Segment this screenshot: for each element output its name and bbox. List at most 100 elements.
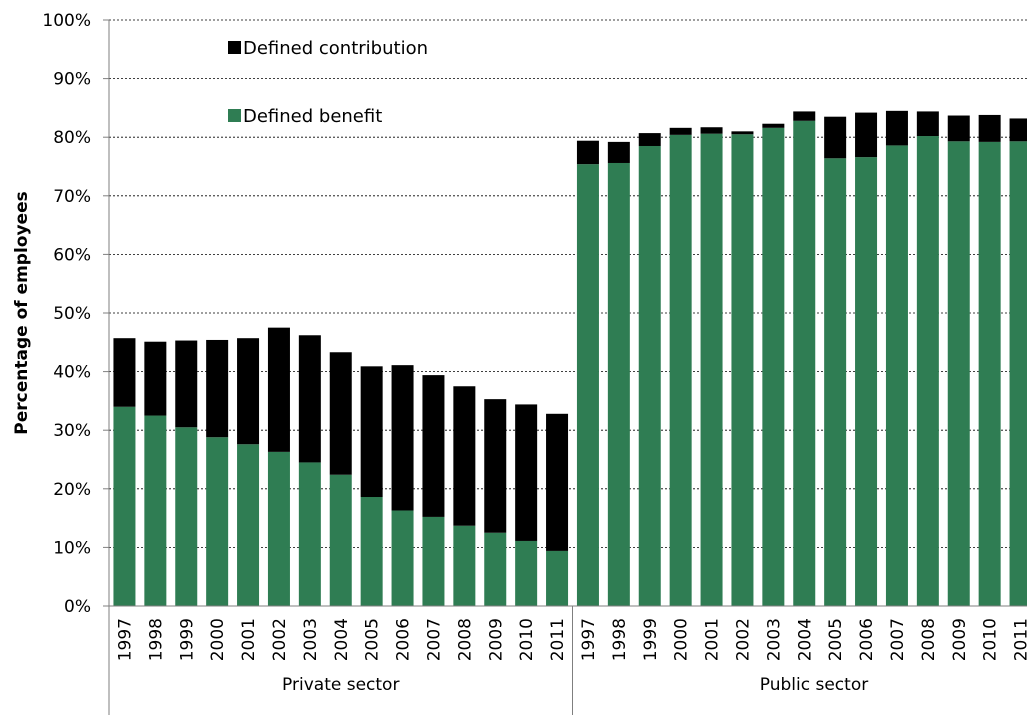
x-tick-label: 2010: [981, 618, 1001, 661]
x-tick-label: 1998: [610, 618, 630, 661]
bar-defined-contribution-public-2008: [916, 111, 939, 137]
x-tick-labels: 1997 1998 1999 2000 2001 2002 2003 2004 2005 2006…: [115, 618, 1027, 661]
bar-defined-contribution-private-2003: [298, 335, 321, 463]
bar-defined-contribution-private-2005: [360, 366, 383, 498]
x-tick-label: 2009: [950, 618, 970, 661]
bar-defined-benefit-private-1998: [144, 415, 167, 606]
x-tick-label: 1997: [115, 618, 135, 661]
bar-defined-benefit-public-2003: [762, 127, 785, 606]
y-axis-label: Percentage of employees: [12, 191, 32, 434]
y-tick-label: 0%: [64, 597, 91, 617]
axes: [108, 20, 1027, 715]
y-tick-label: 80%: [53, 128, 91, 148]
y-tick-label: 70%: [53, 187, 91, 207]
y-tick-label: 100%: [42, 11, 91, 31]
bar-defined-contribution-public-2007: [885, 110, 908, 146]
bar-defined-benefit-public-1997: [576, 164, 599, 606]
bar-defined-benefit-private-2005: [360, 497, 383, 606]
bar-defined-benefit-private-2008: [453, 525, 476, 606]
bar-defined-contribution-public-1997: [576, 140, 599, 165]
bar-defined-benefit-public-2008: [916, 136, 939, 606]
bar-defined-benefit-public-2009: [947, 141, 970, 606]
x-tick-label: 1998: [146, 618, 166, 661]
bar-defined-contribution-private-2010: [515, 404, 538, 541]
bar-defined-benefit-private-1999: [175, 427, 198, 606]
x-tick-label: 2003: [764, 618, 784, 661]
x-tick-label: 2006: [857, 618, 877, 661]
bar-defined-benefit-private-2004: [329, 474, 352, 606]
x-tick-label: 2008: [919, 618, 939, 661]
legend-swatch-defined-contribution: [228, 41, 241, 54]
bar-defined-contribution-private-1999: [175, 340, 198, 428]
y-tick-label: 40%: [53, 363, 91, 383]
bar-defined-benefit-private-2010: [515, 540, 538, 606]
y-tick-label: 60%: [53, 245, 91, 265]
legend: Defined contribution Defined benefit: [228, 38, 428, 127]
bar-defined-benefit-private-1997: [113, 406, 136, 606]
group-label-private-sector: Private sector: [282, 675, 399, 695]
bar-defined-benefit-public-2010: [978, 141, 1001, 606]
bar-defined-contribution-private-2000: [206, 339, 229, 438]
bar-defined-contribution-private-2008: [453, 386, 476, 526]
bar-defined-contribution-public-2002: [731, 131, 754, 135]
bar-defined-benefit-public-1998: [607, 162, 630, 606]
bar-defined-contribution-private-2006: [391, 365, 414, 511]
bar-defined-contribution-private-2009: [484, 399, 507, 533]
bar-defined-benefit-private-2006: [391, 510, 414, 606]
y-tick-label: 10%: [53, 538, 91, 558]
bar-defined-contribution-public-2009: [947, 115, 970, 142]
bar-defined-contribution-private-2007: [422, 375, 445, 517]
x-tick-label: 2000: [208, 618, 228, 661]
x-tick-label: 2001: [703, 618, 723, 661]
y-tick-label: 30%: [53, 421, 91, 441]
x-tick-label: 2008: [455, 618, 475, 661]
x-tick-label: 2009: [486, 618, 506, 661]
bar-defined-benefit-public-1999: [638, 145, 661, 607]
bar-defined-contribution-private-2004: [329, 352, 352, 475]
x-tick-label: 2000: [672, 618, 692, 661]
y-tick-label: 90%: [53, 70, 91, 90]
bar-defined-contribution-public-2010: [978, 114, 1001, 142]
group-label-public-sector: Public sector: [760, 675, 868, 695]
bar-defined-benefit-public-2000: [669, 134, 692, 606]
x-tick-label: 2001: [239, 618, 259, 661]
legend-label-defined-benefit: Defined benefit: [243, 106, 382, 127]
bar-defined-benefit-private-2002: [267, 451, 290, 606]
x-tick-label: 1999: [177, 618, 197, 661]
x-tick-label: 2003: [301, 618, 321, 661]
x-tick-label: 2007: [888, 618, 908, 661]
bar-defined-contribution-private-1997: [113, 338, 136, 407]
bar-defined-benefit-public-2005: [824, 158, 847, 606]
x-tick-label: 2011: [548, 618, 568, 661]
group-labels: Private sector Public sector: [282, 675, 868, 695]
bar-defined-contribution-public-2001: [700, 127, 723, 134]
bar-defined-benefit-public-2001: [700, 133, 723, 606]
x-tick-label: 2011: [1012, 618, 1027, 661]
bar-defined-contribution-public-2006: [855, 112, 878, 158]
bar-defined-benefit-private-2000: [206, 437, 229, 606]
bar-defined-contribution-public-1999: [638, 133, 661, 146]
y-tick-label: 50%: [53, 304, 91, 324]
y-tick-labels: 0% 10% 20% 30% 40% 50% 60% 70% 80% 90% 100%: [42, 11, 91, 617]
bar-defined-benefit-public-2006: [855, 157, 878, 606]
bar-defined-benefit-public-2002: [731, 134, 754, 606]
legend-swatch-defined-benefit: [228, 109, 241, 122]
x-tick-label: 2010: [517, 618, 537, 661]
x-tick-label: 2004: [795, 618, 815, 661]
bar-defined-benefit-public-2004: [793, 120, 816, 607]
x-tick-label: 1999: [641, 618, 661, 661]
bar-defined-benefit-private-2011: [546, 550, 569, 606]
legend-label-defined-contribution: Defined contribution: [243, 38, 428, 59]
bar-defined-contribution-private-2001: [237, 338, 260, 445]
bar-defined-contribution-private-2002: [267, 327, 290, 452]
bar-defined-benefit-private-2001: [237, 444, 260, 606]
x-tick-label: 2006: [394, 618, 414, 661]
x-tick-label: 2007: [424, 618, 444, 661]
x-tick-label: 2005: [826, 618, 846, 661]
bar-defined-contribution-public-2000: [669, 127, 692, 135]
bar-defined-contribution-private-2011: [546, 413, 569, 551]
bars: [113, 110, 1027, 607]
bar-defined-benefit-private-2009: [484, 532, 507, 606]
x-tick-label: 2004: [332, 618, 352, 661]
